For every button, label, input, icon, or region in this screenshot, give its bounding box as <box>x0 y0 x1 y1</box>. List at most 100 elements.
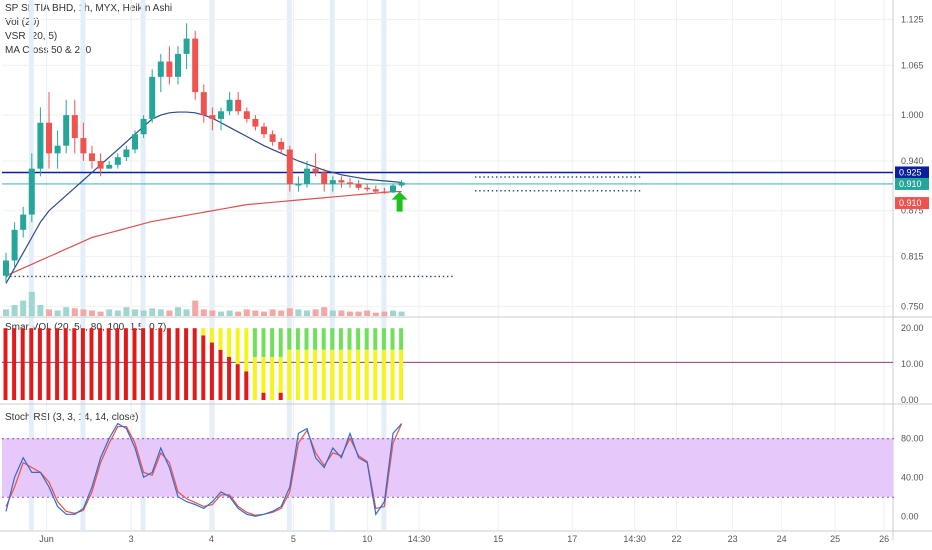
candle-body <box>166 61 173 77</box>
candle-body <box>372 189 379 192</box>
stoch-band-line <box>452 438 454 440</box>
time-axis-label: 4 <box>209 534 214 544</box>
stoch-band-line <box>567 496 569 498</box>
stoch-band-line <box>887 496 889 498</box>
stoch-band-line <box>327 496 329 498</box>
stoch-band-line <box>862 496 864 498</box>
smartvol-bar <box>244 371 249 400</box>
stoch-band-line <box>267 496 269 498</box>
vsr-dot <box>144 275 146 278</box>
stoch-band-line <box>237 496 239 498</box>
smartvol-bar <box>106 328 111 400</box>
candle-body <box>200 92 207 116</box>
stoch-band-line <box>887 438 889 440</box>
vsr-dot <box>207 275 209 278</box>
candle-body <box>226 99 233 112</box>
volume-bar <box>192 300 199 316</box>
vsr-dot <box>132 275 134 278</box>
stoch-band-line <box>832 438 834 440</box>
legend-stoch[interactable]: Stoch RSI (3, 3, 14, 14, close) <box>5 412 139 423</box>
session-stripe <box>209 0 215 530</box>
stoch-band-line <box>532 496 534 498</box>
stoch-band-line <box>12 438 14 440</box>
smartvol-bar <box>132 328 137 400</box>
stoch-band-line <box>187 496 189 498</box>
stoch-band-line <box>322 438 324 440</box>
stoch-band-line <box>387 496 389 498</box>
stoch-band-line <box>602 438 604 440</box>
stoch-band-line <box>807 496 809 498</box>
stoch-band-line <box>17 496 19 498</box>
stoch-band-line <box>202 438 204 440</box>
stoch-band-line <box>652 438 654 440</box>
stoch-band-line <box>607 438 609 440</box>
vsr-dot <box>630 176 632 178</box>
volume-bar <box>80 309 87 316</box>
stoch-band-line <box>507 438 509 440</box>
stoch-band-line <box>752 496 754 498</box>
stoch-band-line <box>457 438 459 440</box>
stoch-band-line <box>692 438 694 440</box>
stoch-band-line <box>772 496 774 498</box>
candle-body <box>37 122 44 169</box>
smartvol-bar <box>356 349 361 400</box>
legend-smartvol[interactable]: SmartVOL (20, 50, 80, 100, 1.5, 0.7) <box>5 322 167 333</box>
candle-body <box>80 138 87 154</box>
stoch-band-line <box>357 438 359 440</box>
vsr-dot <box>249 275 251 278</box>
stoch-band-line <box>797 496 799 498</box>
candle-body <box>46 122 52 154</box>
candle-body <box>269 134 276 142</box>
smartvol-bar <box>227 328 232 357</box>
volume-bar <box>269 309 276 316</box>
vsr-dot <box>195 275 197 278</box>
stoch-band-line <box>842 496 844 498</box>
stoch-band-line <box>657 438 659 440</box>
stoch-band-line <box>582 438 584 440</box>
legend-vol[interactable]: Vol (20) <box>5 17 40 28</box>
stoch-band-line <box>342 438 344 440</box>
stoch-band-line <box>662 496 664 498</box>
vsr-dot <box>371 275 373 278</box>
volume-bar <box>140 310 147 316</box>
stoch-band-line <box>437 438 439 440</box>
stoch-band-line <box>757 496 759 498</box>
stoch-band-line <box>42 438 44 440</box>
vsr-dot <box>554 190 557 192</box>
smartvol-bar <box>261 328 266 357</box>
volume-bar <box>235 311 242 316</box>
vsr-dot <box>575 176 578 178</box>
stoch-band-line <box>387 438 389 440</box>
stoch-band-line <box>612 496 614 498</box>
volume-bar <box>11 305 18 316</box>
vsr-dot <box>329 275 331 278</box>
candle-body <box>312 168 319 173</box>
legend-ma[interactable]: MA Cross 50 & 200 <box>5 45 92 56</box>
vsr-dot <box>291 275 293 278</box>
stoch-band-line <box>212 496 214 498</box>
volume-bar <box>364 310 371 316</box>
stoch-band-line <box>17 438 19 440</box>
vsr-dot <box>102 275 104 278</box>
stoch-band-line <box>227 496 229 498</box>
stoch-band-line <box>672 496 674 498</box>
price-tag-label: 0.910 <box>899 198 922 208</box>
smartvol-bar <box>55 328 60 400</box>
stoch-band-line <box>557 438 559 440</box>
stoch-band-line <box>472 496 474 498</box>
stoch-band-line <box>37 438 39 440</box>
smartvol-bar <box>270 356 275 400</box>
smartvol-bar <box>347 349 352 400</box>
stoch-band-line <box>512 438 514 440</box>
stoch-band-line <box>822 496 824 498</box>
stoch-band-line <box>697 496 699 498</box>
stoch-band-line <box>542 496 544 498</box>
time-axis-label: 14:30 <box>623 534 646 544</box>
vsr-dot <box>479 176 481 178</box>
stoch-band-line <box>587 438 589 440</box>
stoch-band-line <box>677 496 679 498</box>
stoch-band-line <box>792 496 794 498</box>
vsr-dot <box>417 275 419 278</box>
stoch-band-line <box>527 438 529 440</box>
